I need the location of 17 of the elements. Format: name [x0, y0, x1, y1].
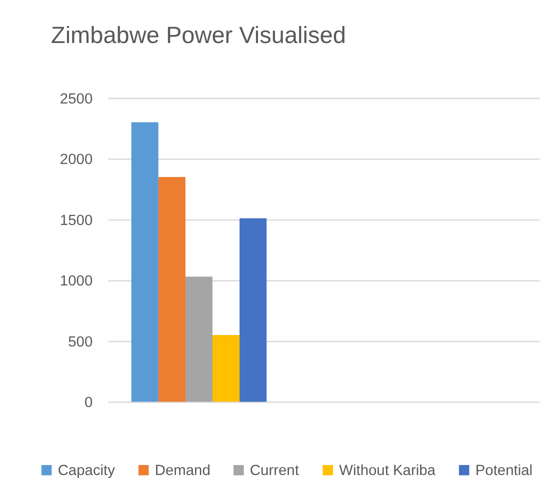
legend-label: Current	[250, 463, 299, 480]
y-tick-label: 2500	[60, 91, 93, 108]
y-tick-label: 1000	[60, 274, 93, 290]
bar	[185, 276, 212, 402]
bar	[131, 122, 158, 402]
y-tick-label: 1500	[60, 212, 93, 229]
legend-label: Capacity	[58, 463, 116, 480]
legend-label: Without Kariba	[339, 463, 436, 480]
legend-label: Demand	[154, 463, 210, 480]
bar	[158, 176, 186, 402]
bar	[212, 334, 240, 402]
y-tick-label: 500	[68, 334, 93, 350]
bar	[240, 218, 267, 402]
y-tick-label: 0	[84, 395, 93, 412]
chart-title: Zimbabwe Power Visualised	[50, 22, 346, 48]
y-tick-label: 2000	[60, 152, 93, 168]
legend-label: Potential	[475, 463, 533, 480]
